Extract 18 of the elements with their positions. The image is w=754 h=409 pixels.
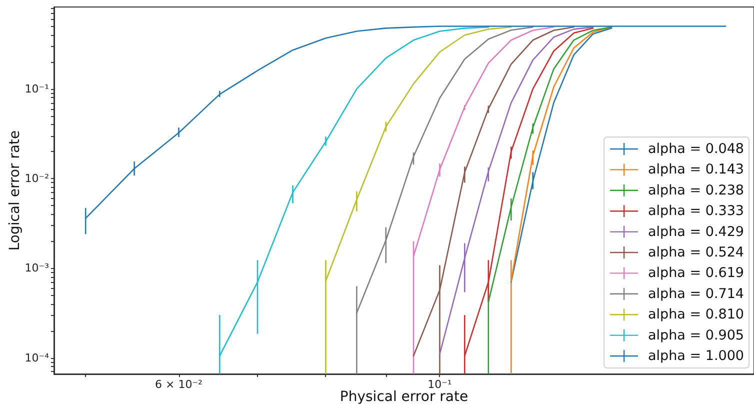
y-tick-label: 10⁻² bbox=[24, 172, 49, 186]
y-axis-title: Logical error rate bbox=[7, 130, 23, 251]
legend-label: alpha = 0.524 bbox=[648, 244, 744, 260]
legend-label: alpha = 0.048 bbox=[648, 141, 744, 157]
legend-label: alpha = 0.905 bbox=[648, 327, 744, 344]
x-axis-title: Physical error rate bbox=[340, 389, 468, 405]
y-tick-label: 10⁻³ bbox=[24, 262, 49, 275]
legend-label: alpha = 0.333 bbox=[648, 203, 744, 220]
legend-label: alpha = 0.429 bbox=[648, 224, 744, 240]
y-tick-label: 10⁻⁴ bbox=[24, 351, 50, 364]
legend-label: alpha = 1.000 bbox=[648, 348, 744, 364]
legend-label: alpha = 0.143 bbox=[648, 162, 744, 178]
legend-label: alpha = 0.619 bbox=[648, 265, 744, 282]
legend-label: alpha = 0.714 bbox=[648, 286, 744, 302]
y-tick-label: 10⁻¹ bbox=[24, 82, 49, 96]
legend-label: alpha = 0.810 bbox=[648, 306, 744, 323]
x-tick-label: 6 × 10⁻² bbox=[155, 378, 202, 391]
legend-label: alpha = 0.238 bbox=[648, 182, 744, 198]
